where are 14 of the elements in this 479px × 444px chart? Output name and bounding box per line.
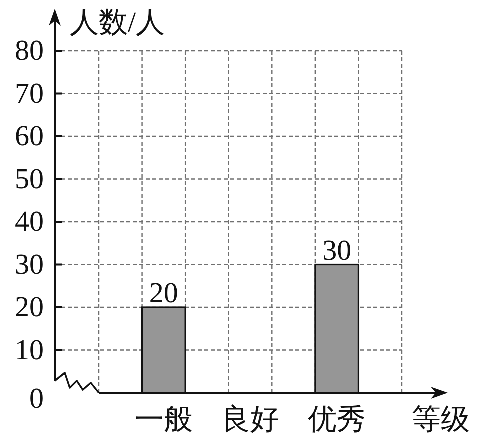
y-tick-label: 50 [15, 163, 44, 196]
y-tick-label: 40 [15, 206, 44, 238]
y-tick-label: 80 [15, 35, 44, 67]
y-tick-label: 70 [15, 78, 44, 110]
x-axis-title: 等级 [412, 404, 470, 436]
y-axis-title: 人数/人 [70, 7, 166, 39]
y-tick-label: 20 [15, 292, 44, 324]
y-tick-label: 10 [15, 334, 44, 366]
y-tick-label: 30 [15, 248, 44, 281]
x-tick-label: 优秀 [308, 404, 366, 436]
y-tick-label: 0 [30, 383, 44, 415]
x-tick-label: 一般 [134, 404, 193, 436]
x-tick-label: 良好 [222, 404, 280, 436]
y-tick-label: 60 [15, 120, 44, 152]
